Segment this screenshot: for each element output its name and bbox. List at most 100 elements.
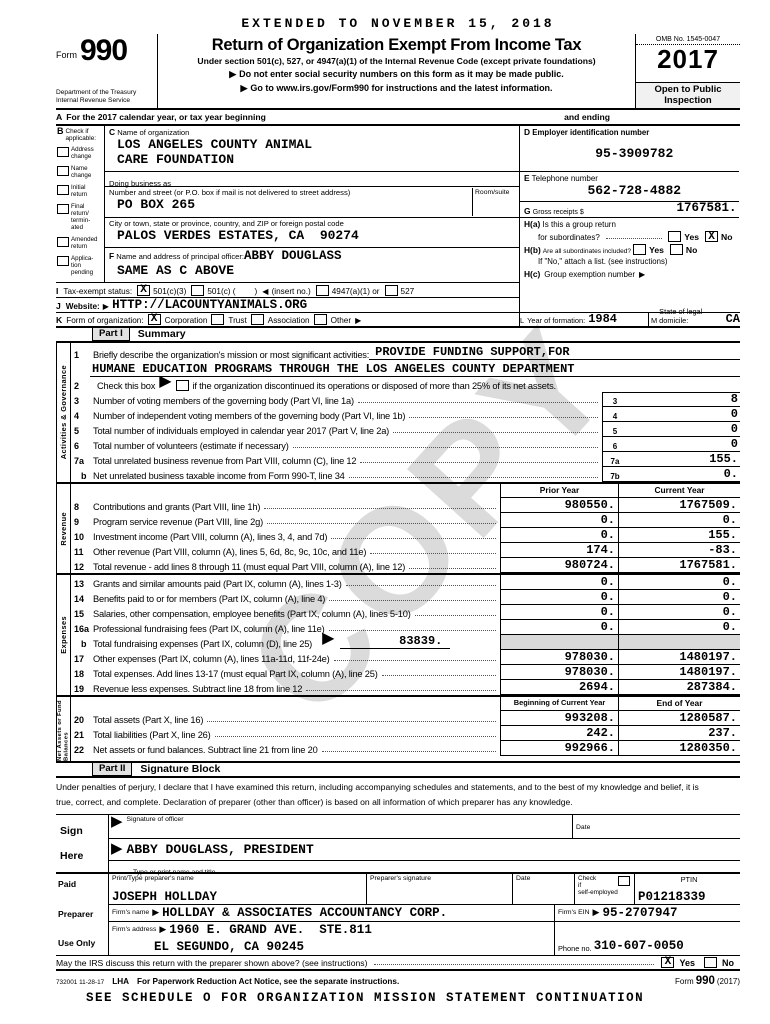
current-value[interactable]: 0. [618,512,740,528]
current-value[interactable]: 155. [618,527,740,543]
firm-address-line1[interactable]: 1960 E. GRAND AVE. STE.811 [169,922,372,937]
city-label: City or town, state or province, country… [109,219,344,228]
checkbox-discuss-no[interactable] [704,956,717,968]
summary-row-14: 14 Benefits paid to or for members (Part … [74,589,740,605]
domicile-value[interactable]: CA [725,311,740,326]
checkbox-final-return[interactable] [57,204,69,215]
subordinates-included-label: Are all subordinates included? [542,248,632,255]
checkbox-group-return-no[interactable]: X [705,231,719,242]
current-value[interactable]: 0. [618,589,740,605]
end-value[interactable]: 237. [618,725,740,741]
summary-row-11: 11 Other revenue (Part VIII, column (A), … [74,542,740,558]
prior-value[interactable]: 978030. [500,664,618,680]
checkbox-corporation[interactable]: X [147,313,161,325]
ein-value[interactable]: 95-3909782 [595,146,674,161]
row-value[interactable]: 0 [627,422,740,437]
prior-value[interactable]: 980724. [500,557,618,573]
city-value[interactable]: PALOS VERDES ESTATES, CA 90274 [117,228,359,243]
checkbox-501c3[interactable]: X [137,284,151,296]
current-value[interactable]: 1767581. [618,557,740,573]
prior-value[interactable]: 0. [500,512,618,528]
arrow-right-icon [639,270,645,279]
mission-text-2[interactable]: HUMANE EDUCATION PROGRAMS THROUGH THE LO… [90,362,740,377]
firm-ein-value[interactable]: 95-2707947 [602,905,678,920]
street-value[interactable]: PO BOX 265 [117,197,196,212]
year-formation-label: Year of formation: [527,315,586,325]
summary-row-7a: 7a Total unrelated business revenue from … [74,451,740,467]
year-formation-value[interactable]: 1984 [588,311,618,326]
date-label: Date [576,823,591,831]
org-name-line2[interactable]: CARE FOUNDATION [117,152,235,167]
row-num: 12 [74,561,85,572]
current-value[interactable]: 1480197. [618,649,740,665]
checkbox-initial-return[interactable] [57,185,69,196]
summary-row-17: 17 Other expenses (Part IX, column (A), l… [74,649,740,665]
prior-value[interactable]: 978030. [500,649,618,665]
checkbox-discuss-yes[interactable]: X [661,956,675,968]
mission-text-1[interactable]: PROVIDE FUNDING SUPPORT,FOR [369,345,740,360]
row-value[interactable]: 155. [627,452,740,467]
row-value[interactable]: 0 [627,437,740,452]
current-value[interactable]: 287384. [618,679,740,695]
row-label: Other revenue (Part VIII, column (A), li… [93,546,367,557]
current-value[interactable]: 1480197. [618,664,740,680]
current-value[interactable]: -83. [618,542,740,558]
current-value[interactable]: 0. [618,619,740,635]
checkbox-4947a1[interactable] [315,284,329,296]
checkbox-self-employed[interactable] [618,875,630,886]
preparer-name-value[interactable]: JOSEPH HOLLDAY [112,889,218,904]
gross-receipts-label: Gross receipts $ [532,209,584,216]
row-value[interactable]: 0. [627,467,740,482]
preparer-phone-value[interactable]: 310-607-0050 [593,938,684,953]
prior-value[interactable]: 0. [500,604,618,620]
checkbox-subordinates-no[interactable] [669,244,683,255]
checkbox-application-pending[interactable] [57,256,69,267]
org-name-label: Name of organization [117,128,190,137]
prior-value[interactable]: 0. [500,527,618,543]
phone-value[interactable]: 562-728-4882 [587,183,682,198]
sign-here-block: Sign Here Signature of officer Date ABBY… [56,813,740,876]
prior-value[interactable]: 980550. [500,497,618,513]
officer-name[interactable]: ABBY DOUGLASS [244,249,342,263]
firm-name-value[interactable]: HOLLDAY & ASSOCIATES ACCOUNTANCY CORP. [162,905,448,920]
checkbox-trust[interactable] [211,313,225,325]
checkbox-subordinates-yes[interactable] [633,244,647,255]
row-value[interactable]: 8 [627,391,740,407]
begin-value[interactable]: 992966. [500,740,618,756]
end-value[interactable]: 1280587. [618,710,740,726]
officer-typed-name[interactable]: ABBY DOUGLASS, PRESIDENT [126,841,314,857]
current-value[interactable]: 0. [618,604,740,620]
row-value[interactable]: 0 [627,407,740,422]
checkbox-amended-return[interactable] [57,236,69,247]
arrow-right-icon [322,628,334,648]
prior-value[interactable]: 0. [500,589,618,605]
checkbox-name-change[interactable] [57,166,69,177]
prior-value[interactable]: 0. [500,619,618,635]
org-name-line1[interactable]: LOS ANGELES COUNTY ANIMAL [117,137,313,152]
checkbox-address-change[interactable] [57,147,69,157]
checkbox-501c[interactable] [191,284,205,296]
website-url[interactable]: HTTP://LACOUNTYANIMALS.ORG [112,297,308,312]
prior-value[interactable]: 174. [500,542,618,558]
gross-receipts-value[interactable]: 1767581. [676,201,737,215]
begin-value[interactable]: 993208. [500,710,618,726]
shaded-cell [618,634,740,650]
prior-value[interactable]: 0. [500,574,618,590]
current-value[interactable]: 1767509. [618,497,740,513]
end-value[interactable]: 1280350. [618,740,740,756]
checkbox-group-return-yes[interactable] [668,231,682,242]
summary-row-19: 19 Revenue less expenses. Subtract line 1… [74,679,740,695]
fundraising-expenses-value[interactable]: 83839. [340,634,451,649]
checkbox-discontinued[interactable] [175,379,189,391]
prior-value[interactable]: 2694. [500,679,618,695]
checkbox-other[interactable] [313,313,327,325]
arrow-right-icon [229,69,236,79]
officer-address[interactable]: SAME AS C ABOVE [117,263,235,278]
firm-address-line2[interactable]: EL SEGUNDO, CA 90245 [154,939,305,954]
checkbox-527[interactable] [384,284,398,296]
current-value[interactable]: 0. [618,574,740,590]
ptin-value[interactable]: P01218339 [638,889,706,904]
begin-value[interactable]: 242. [500,725,618,741]
checkbox-association[interactable] [250,313,264,325]
